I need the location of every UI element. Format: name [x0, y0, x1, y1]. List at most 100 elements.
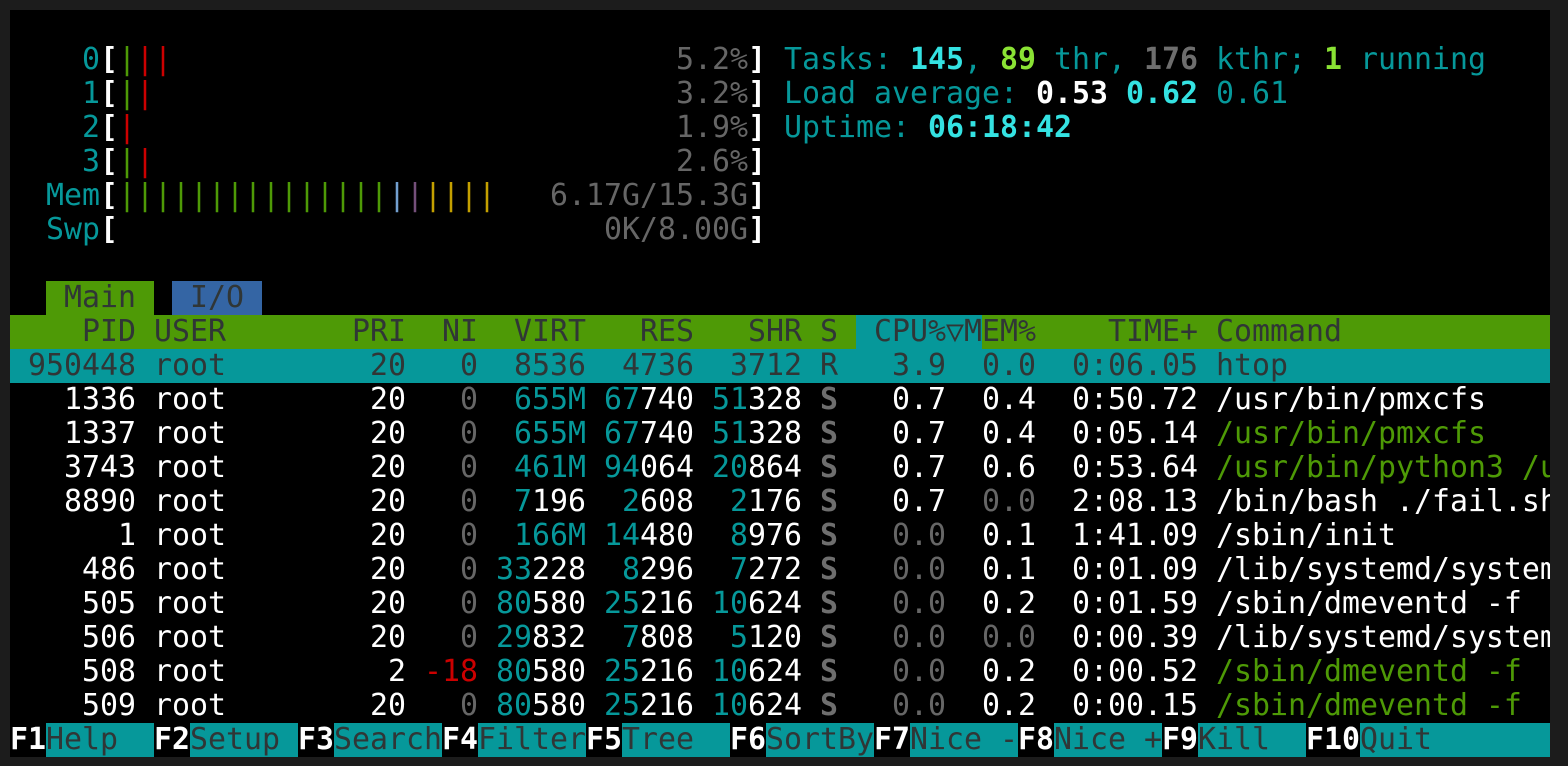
- process-pid[interactable]: 509: [82, 688, 136, 723]
- column-header-shr[interactable]: SHR: [748, 314, 802, 349]
- footer-key-f10: F10: [1306, 722, 1360, 757]
- process-mem: 0.1: [982, 552, 1036, 587]
- cpu-1-meter-label: 1: [82, 76, 100, 111]
- footer-button-kill[interactable]: [1198, 723, 1306, 757]
- process-time: 0:50.72: [1072, 382, 1198, 417]
- process-time: 1:41.09: [1072, 518, 1198, 553]
- process-priority: 20: [370, 586, 406, 621]
- selected-process-row[interactable]: [10, 349, 1550, 383]
- tab-main[interactable]: [46, 281, 154, 315]
- tab-io-label: I/O: [190, 280, 244, 315]
- cpu-1-meter-bar-segment: |: [118, 76, 136, 111]
- cpu-3-meter-label: 3: [82, 144, 100, 179]
- process-priority: 20: [370, 348, 406, 383]
- process-shr: 20864: [712, 450, 802, 485]
- column-header-user[interactable]: USER: [154, 314, 226, 349]
- column-header-virt[interactable]: VIRT: [514, 314, 586, 349]
- process-command: /usr/bin/pmxcfs: [1216, 382, 1486, 417]
- process-user: root: [154, 620, 226, 655]
- running-label: running: [1342, 42, 1486, 77]
- footer-button-quit[interactable]: [1360, 723, 1550, 757]
- process-time: 0:01.09: [1072, 552, 1198, 587]
- process-nice: 0: [460, 518, 478, 553]
- process-pid[interactable]: 8890: [64, 484, 136, 519]
- column-header-ni[interactable]: NI: [442, 314, 478, 349]
- footer-button-help[interactable]: [46, 723, 154, 757]
- column-header-mem[interactable]: MEM%: [964, 314, 1036, 349]
- footer-button-sortby[interactable]: [766, 723, 874, 757]
- column-header-s[interactable]: S: [820, 314, 838, 349]
- process-mem: 0.0: [982, 348, 1036, 383]
- tab-io[interactable]: [172, 281, 262, 315]
- memory-meter-bar-segment: |: [388, 178, 406, 213]
- process-pid[interactable]: 1: [118, 518, 136, 553]
- process-pid[interactable]: 1336: [64, 382, 136, 417]
- load-5min: 0.62: [1126, 76, 1198, 111]
- process-cpu: 3.9: [892, 348, 946, 383]
- process-pid[interactable]: 950448: [28, 348, 136, 383]
- process-pid[interactable]: 508: [82, 654, 136, 689]
- process-command: /sbin/init: [1216, 518, 1396, 553]
- footer-key-f5: F5: [586, 722, 622, 757]
- column-header-pid[interactable]: PID: [82, 314, 136, 349]
- process-res: 25216: [604, 654, 694, 689]
- process-res: 25216: [604, 586, 694, 621]
- memory-meter-bar-segment: |: [406, 178, 424, 213]
- process-cpu: 0.0: [892, 586, 946, 621]
- column-header-time[interactable]: TIME+: [1108, 314, 1198, 349]
- process-state: S: [820, 484, 838, 519]
- memory-meter-bar-segment: |: [334, 178, 352, 213]
- footer-label: Tree: [622, 722, 694, 757]
- process-command: /sbin/dmeventd -f: [1216, 654, 1522, 689]
- memory-meter-bar-segment: |: [208, 178, 226, 213]
- process-priority: 20: [370, 416, 406, 451]
- cpu-0-meter-bar-segment: |: [118, 42, 136, 77]
- column-header-sort[interactable]: ▽: [946, 314, 964, 349]
- process-mem: 0.4: [982, 416, 1036, 451]
- meter-bracket-open: [: [100, 144, 118, 179]
- footer-button-search[interactable]: [334, 723, 442, 757]
- process-mem: 0.6: [982, 450, 1036, 485]
- process-pid[interactable]: 3743: [64, 450, 136, 485]
- process-cpu: 0.7: [892, 382, 946, 417]
- process-pid[interactable]: 486: [82, 552, 136, 587]
- process-cpu: 0.0: [892, 620, 946, 655]
- process-nice: 0: [460, 484, 478, 519]
- process-pid[interactable]: 505: [82, 586, 136, 621]
- footer-button-tree[interactable]: [622, 723, 730, 757]
- process-mem: 0.4: [982, 382, 1036, 417]
- column-header-res[interactable]: RES: [640, 314, 694, 349]
- process-nice: 0: [460, 348, 478, 383]
- cpu-1-meter-value: 3.2%: [676, 76, 748, 111]
- footer-button-nice[interactable]: [1054, 723, 1162, 757]
- tasks-count: 145: [910, 42, 964, 77]
- process-user: root: [154, 552, 226, 587]
- memory-meter-bar-segment: |: [478, 178, 496, 213]
- footer-label: Search: [334, 722, 442, 757]
- process-priority: 20: [370, 382, 406, 417]
- process-res: 7808: [622, 620, 694, 655]
- column-header-pri[interactable]: PRI: [352, 314, 406, 349]
- footer-button-filter[interactable]: [478, 723, 586, 757]
- process-res: 2608: [622, 484, 694, 519]
- process-res: 25216: [604, 688, 694, 723]
- process-state: S: [820, 620, 838, 655]
- process-virt: 80580: [496, 688, 586, 723]
- process-state: S: [820, 688, 838, 723]
- process-cpu: 0.0: [892, 552, 946, 587]
- process-cpu: 0.7: [892, 416, 946, 451]
- load-average-label: Load average:: [784, 76, 1036, 111]
- column-header-cpu[interactable]: CPU%: [874, 314, 946, 349]
- column-header-cmd[interactable]: Command: [1216, 314, 1342, 349]
- process-priority: 20: [370, 552, 406, 587]
- process-nice: -18: [424, 654, 478, 689]
- footer-button-nice[interactable]: [910, 723, 1018, 757]
- process-pid[interactable]: 1337: [64, 416, 136, 451]
- uptime-label: Uptime:: [784, 110, 928, 145]
- memory-meter-bar-segment: |: [460, 178, 478, 213]
- meter-bracket-open: [: [100, 42, 118, 77]
- process-pid[interactable]: 506: [82, 620, 136, 655]
- memory-meter-bar-segment: |: [154, 178, 172, 213]
- footer-button-setup[interactable]: [190, 723, 298, 757]
- process-mem: 0.2: [982, 688, 1036, 723]
